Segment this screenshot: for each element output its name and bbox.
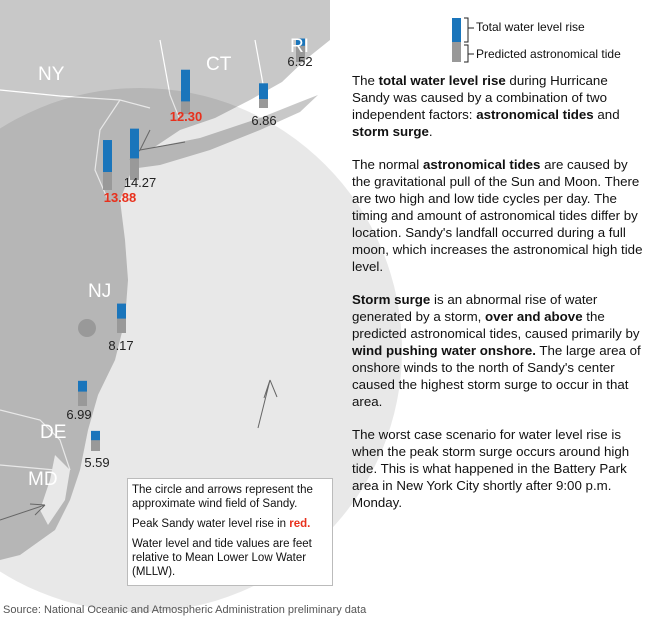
storm-center: [78, 319, 96, 337]
paragraph: Storm surge is an abnormal rise of water…: [352, 291, 644, 410]
explanation: The total water level rise during Hurric…: [352, 72, 644, 527]
tide-bar: [103, 172, 112, 190]
text: the predicted astronomical tides, caused…: [352, 309, 640, 341]
total-bar: [117, 303, 126, 333]
text: The worst case scenario for water level …: [352, 427, 630, 510]
value-label: 6.52: [287, 54, 312, 69]
bay: [40, 455, 70, 525]
note-box: The circle and arrows represent the appr…: [127, 478, 333, 586]
wind-arrows: [0, 129, 278, 521]
tide-bar: [259, 99, 268, 108]
bold-text: total water level rise: [378, 73, 506, 88]
total-bar: [259, 83, 268, 108]
legend-tide: Predicted astronomical tide: [476, 47, 621, 61]
note-red: red.: [289, 518, 311, 530]
tide-bar: [117, 318, 126, 333]
paragraph: The total water level rise during Hurric…: [352, 72, 644, 140]
tide-bar: [296, 45, 305, 62]
text: The: [352, 73, 379, 88]
value-label: 13.88: [104, 190, 137, 205]
value-label: 6.86: [251, 113, 276, 128]
value-label: 6.99: [66, 407, 91, 422]
tide-bar: [181, 101, 190, 114]
bold-text: wind pushing water onshore.: [352, 343, 536, 358]
state-label: MD: [28, 469, 58, 490]
note-text: Peak Sandy water level rise in red.: [132, 517, 328, 531]
total-bar: [103, 140, 112, 190]
legend-total-swatch: [452, 18, 461, 42]
bold-text: storm surge: [352, 124, 429, 139]
bold-text: Storm surge: [352, 292, 431, 307]
bold-text: over and above: [485, 309, 583, 324]
tide-bar: [130, 158, 139, 180]
text: The large area of onshore winds to the n…: [352, 343, 641, 409]
text: during Hurricane Sandy was caused by a c…: [352, 73, 608, 122]
value-label: 8.17: [108, 338, 133, 353]
paragraph: The worst case scenario for water level …: [352, 426, 644, 511]
long-island: [138, 95, 318, 168]
note-text: Peak Sandy water level rise in: [132, 518, 290, 530]
value-label: 14.27: [124, 175, 157, 190]
text: The normal: [352, 157, 423, 172]
bold-text: astronomical tides: [476, 107, 594, 122]
text: .: [428, 124, 433, 139]
state-label: NY: [38, 64, 65, 85]
state-label: RI: [290, 36, 309, 57]
text: and: [593, 107, 620, 122]
legend-total: Total water level rise: [476, 20, 585, 34]
value-label: 5.59: [84, 455, 109, 470]
source: Source: National Oceanic and Atmospheric…: [3, 604, 367, 616]
text: is an abnormal rise of water generated b…: [352, 292, 598, 324]
total-bar: [130, 128, 139, 180]
value-label: 12.30: [170, 109, 203, 124]
note-text: The circle and arrows represent the appr…: [132, 484, 313, 510]
state-labels: NY CT RI NJ DE MD: [28, 36, 309, 490]
legend-brackets: [464, 17, 474, 63]
total-bar: [181, 69, 190, 114]
text: are caused by the gravitational pull of …: [352, 157, 643, 274]
tide-bar: [78, 391, 87, 406]
land: [0, 0, 330, 560]
tide-bar: [91, 440, 100, 451]
state-label: DE: [40, 422, 66, 443]
note-text: Water level and tide values are feet rel…: [132, 538, 312, 578]
state-label: NJ: [88, 281, 111, 302]
legend-tide-swatch: [452, 42, 461, 62]
bold-text: astronomical tides: [422, 157, 541, 172]
paragraph: The normal astronomical tides are caused…: [352, 156, 644, 275]
state-label: CT: [206, 54, 232, 75]
